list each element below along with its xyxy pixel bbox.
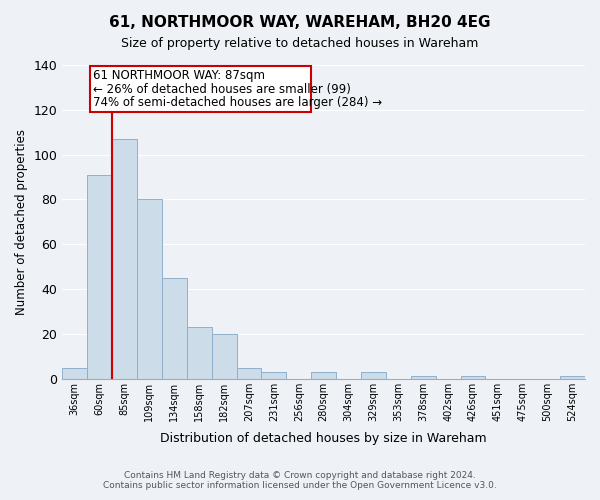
Bar bbox=[89, 66, 311, 112]
Bar bbox=[311, 372, 336, 378]
Text: ← 26% of detached houses are smaller (99): ← 26% of detached houses are smaller (99… bbox=[94, 83, 351, 96]
Text: 61 NORTHMOOR WAY: 87sqm: 61 NORTHMOOR WAY: 87sqm bbox=[94, 70, 265, 82]
Bar bbox=[212, 334, 236, 378]
X-axis label: Distribution of detached houses by size in Wareham: Distribution of detached houses by size … bbox=[160, 432, 487, 445]
Bar bbox=[236, 368, 262, 378]
Bar bbox=[262, 372, 286, 378]
Bar bbox=[137, 200, 162, 378]
Bar bbox=[162, 278, 187, 378]
Text: Contains HM Land Registry data © Crown copyright and database right 2024.
Contai: Contains HM Land Registry data © Crown c… bbox=[103, 470, 497, 490]
Bar bbox=[560, 376, 585, 378]
Bar bbox=[187, 327, 212, 378]
Y-axis label: Number of detached properties: Number of detached properties bbox=[15, 129, 28, 315]
Bar bbox=[411, 376, 436, 378]
Bar bbox=[361, 372, 386, 378]
Text: 61, NORTHMOOR WAY, WAREHAM, BH20 4EG: 61, NORTHMOOR WAY, WAREHAM, BH20 4EG bbox=[109, 15, 491, 30]
Bar bbox=[112, 139, 137, 378]
Text: 74% of semi-detached houses are larger (284) →: 74% of semi-detached houses are larger (… bbox=[94, 96, 383, 110]
Text: Size of property relative to detached houses in Wareham: Size of property relative to detached ho… bbox=[121, 38, 479, 51]
Bar bbox=[461, 376, 485, 378]
Bar bbox=[87, 175, 112, 378]
Bar bbox=[62, 368, 87, 378]
